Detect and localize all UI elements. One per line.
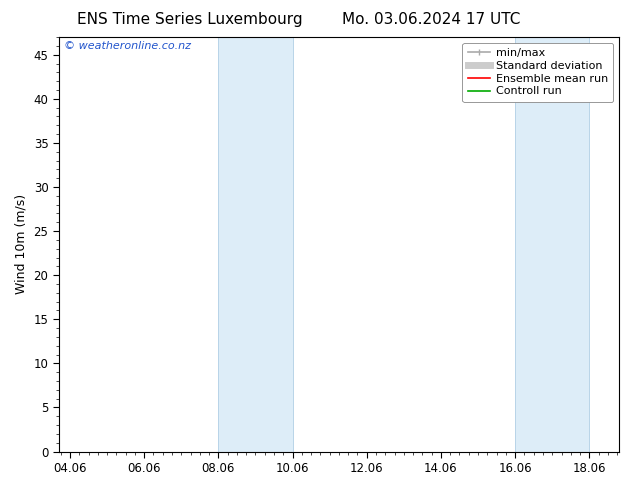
Text: ENS Time Series Luxembourg: ENS Time Series Luxembourg — [77, 12, 303, 27]
Y-axis label: Wind 10m (m/s): Wind 10m (m/s) — [15, 194, 28, 294]
Text: Mo. 03.06.2024 17 UTC: Mo. 03.06.2024 17 UTC — [342, 12, 521, 27]
Bar — [218, 37, 292, 452]
Legend: min/max, Standard deviation, Ensemble mean run, Controll run: min/max, Standard deviation, Ensemble me… — [462, 43, 614, 102]
Text: © weatheronline.co.nz: © weatheronline.co.nz — [65, 41, 191, 51]
Bar — [515, 37, 590, 452]
